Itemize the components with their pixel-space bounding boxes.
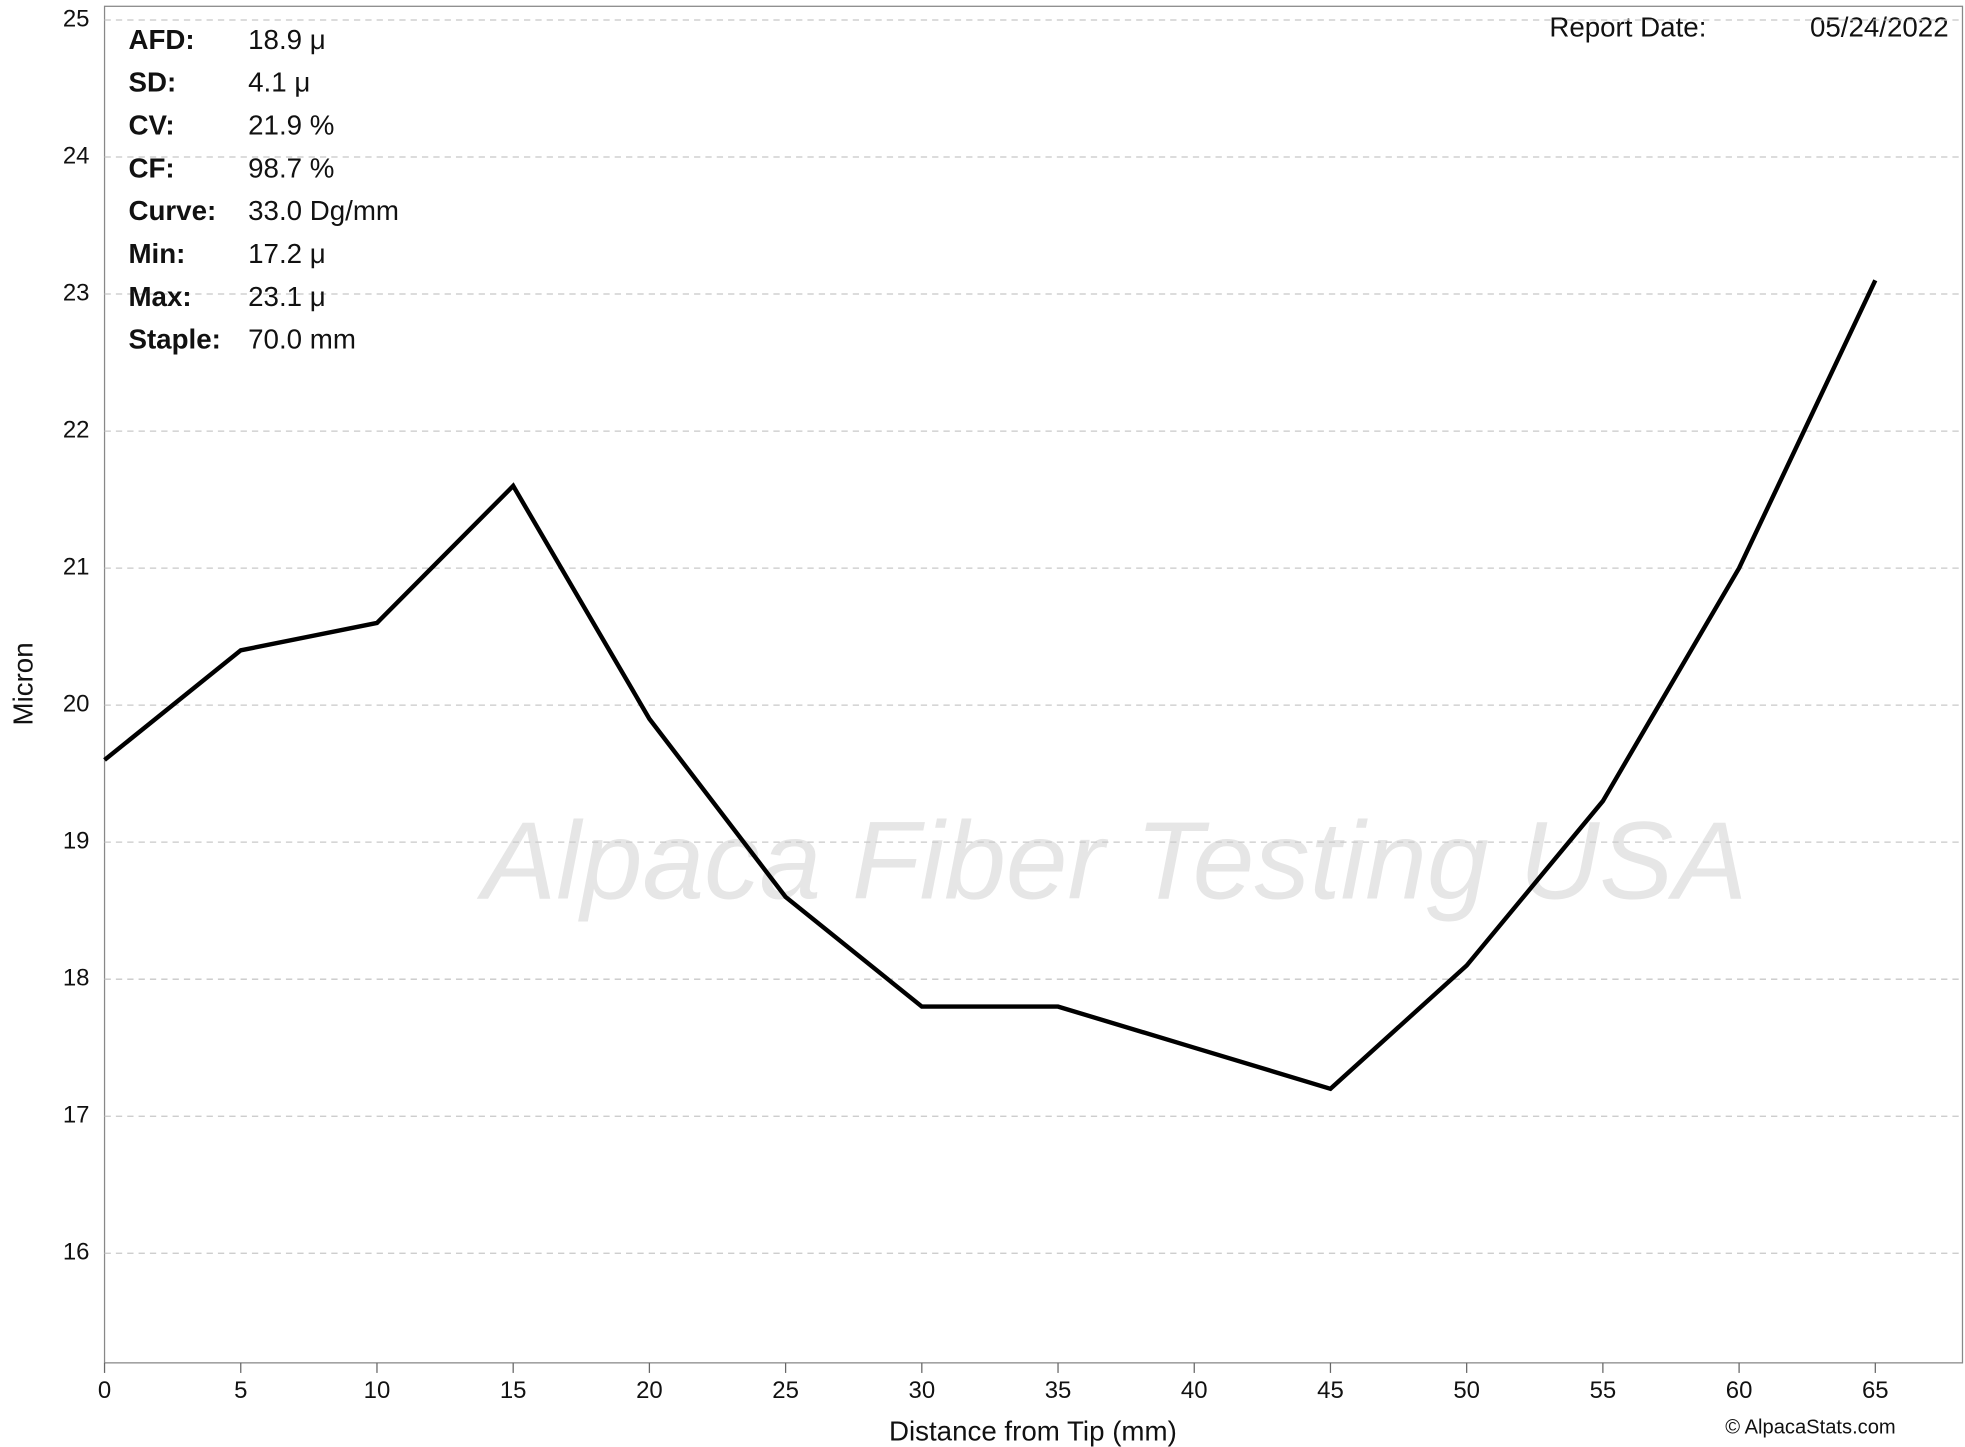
- copyright: © AlpacaStats.com: [1725, 1417, 1895, 1439]
- watermark: Alpaca Fiber Testing USA: [476, 799, 1747, 922]
- report-date-label: Report Date:: [1549, 11, 1706, 42]
- stat-label: Min:: [128, 238, 185, 269]
- stat-label: CF:: [128, 152, 174, 183]
- y-tick-label: 25: [63, 5, 90, 32]
- stat-value: 98.7 %: [248, 152, 334, 183]
- x-tick-label: 65: [1862, 1377, 1889, 1404]
- y-axis-label: Micron: [8, 642, 39, 725]
- y-tick-label: 24: [63, 142, 90, 169]
- x-tick-label: 5: [234, 1377, 247, 1404]
- stat-value: 17.2 μ: [248, 238, 326, 269]
- x-tick-label: 30: [909, 1377, 936, 1404]
- y-tick-label: 17: [63, 1102, 90, 1129]
- stat-label: SD:: [128, 67, 176, 98]
- x-tick-label: 55: [1590, 1377, 1617, 1404]
- stat-label: AFD:: [128, 24, 194, 55]
- stat-label: Max:: [128, 281, 191, 312]
- y-tick-label: 23: [63, 279, 90, 306]
- x-tick-label: 25: [772, 1377, 799, 1404]
- report-date: 05/24/2022: [1810, 11, 1949, 42]
- stat-label: Staple:: [128, 324, 220, 355]
- y-tick-label: 20: [63, 690, 90, 717]
- x-axis-label: Distance from Tip (mm): [889, 1416, 1177, 1447]
- x-tick-label: 60: [1726, 1377, 1753, 1404]
- y-tick-label: 19: [63, 827, 90, 854]
- x-tick-label: 10: [364, 1377, 391, 1404]
- y-tick-label: 22: [63, 416, 90, 443]
- x-tick-label: 35: [1045, 1377, 1072, 1404]
- y-tick-label: 21: [63, 553, 90, 580]
- stat-value: 21.9 %: [248, 110, 334, 141]
- y-tick-label: 18: [63, 965, 90, 992]
- x-tick-label: 20: [636, 1377, 663, 1404]
- x-tick-label: 45: [1317, 1377, 1344, 1404]
- stat-label: CV:: [128, 110, 174, 141]
- stat-label: Curve:: [128, 195, 216, 226]
- x-tick-label: 40: [1181, 1377, 1208, 1404]
- stat-value: 4.1 μ: [248, 67, 310, 98]
- stat-value: 23.1 μ: [248, 281, 326, 312]
- x-tick-label: 50: [1453, 1377, 1480, 1404]
- stat-value: 70.0 mm: [248, 324, 356, 355]
- data-line: [103, 279, 1878, 1092]
- x-tick-label: 15: [500, 1377, 527, 1404]
- stat-value: 33.0 Dg/mm: [248, 195, 399, 226]
- plot-frame: [103, 5, 1964, 1364]
- y-tick-label: 16: [63, 1239, 90, 1266]
- stat-value: 18.9 μ: [248, 24, 326, 55]
- x-tick-label: 0: [98, 1377, 111, 1404]
